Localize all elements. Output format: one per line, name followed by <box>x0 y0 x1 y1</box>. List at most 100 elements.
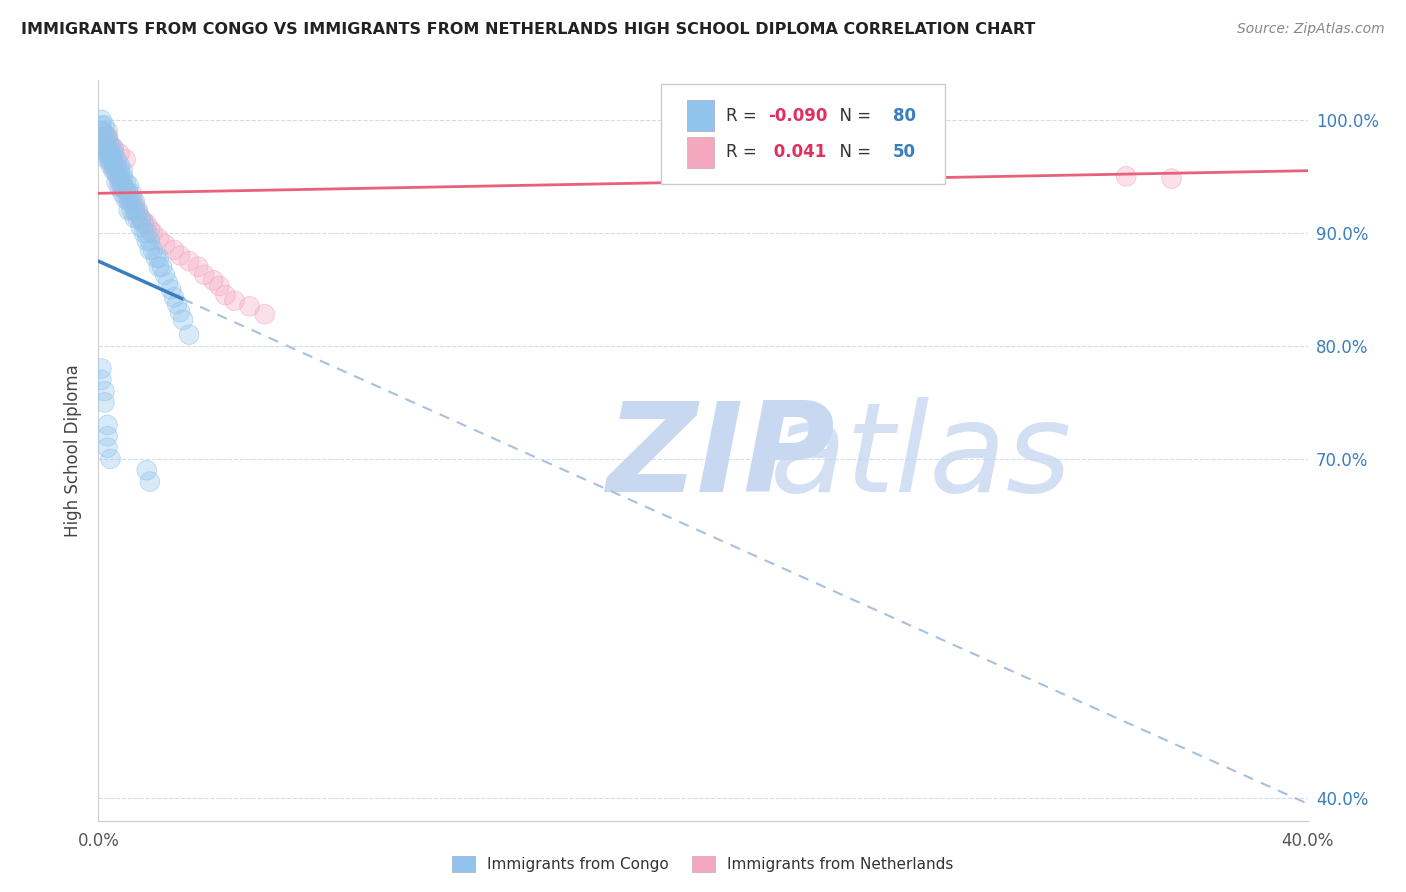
Point <box>153 237 176 252</box>
Text: atlas: atlas <box>769 397 1071 518</box>
Point <box>114 175 136 189</box>
Point <box>96 132 118 146</box>
Point <box>121 186 143 201</box>
Point <box>100 141 122 155</box>
Point <box>96 124 118 138</box>
Point <box>103 158 125 172</box>
Point <box>103 161 125 175</box>
Point <box>114 153 136 167</box>
Point <box>93 384 115 398</box>
Point <box>108 180 131 194</box>
Point <box>96 146 118 161</box>
Point <box>121 192 143 206</box>
Point <box>105 166 128 180</box>
Point <box>139 234 162 248</box>
Point <box>103 158 125 172</box>
Point <box>160 282 183 296</box>
Point <box>93 141 115 155</box>
Point <box>111 175 134 189</box>
Point <box>166 297 188 311</box>
Point <box>105 167 128 181</box>
Point <box>90 129 112 144</box>
Point <box>121 186 143 201</box>
Point <box>114 192 136 206</box>
Legend: Immigrants from Congo, Immigrants from Netherlands: Immigrants from Congo, Immigrants from N… <box>453 856 953 872</box>
Point <box>90 373 112 387</box>
Point <box>90 112 112 127</box>
Point <box>103 141 125 155</box>
Point <box>108 146 131 161</box>
Point <box>124 197 146 211</box>
Point <box>127 205 149 219</box>
Point <box>96 141 118 155</box>
Point <box>103 163 125 178</box>
Point <box>127 211 149 226</box>
Point <box>1160 171 1182 186</box>
Point <box>90 361 112 376</box>
Point <box>148 260 170 274</box>
Point <box>127 205 149 219</box>
Point <box>93 136 115 150</box>
Point <box>93 141 115 155</box>
Point <box>105 175 128 189</box>
Point <box>135 463 157 477</box>
Point <box>96 153 118 167</box>
Point <box>111 169 134 184</box>
Point <box>114 183 136 197</box>
Point <box>103 161 125 175</box>
Point <box>93 119 115 133</box>
Point <box>208 279 231 293</box>
Point <box>93 127 115 141</box>
Point <box>108 163 131 178</box>
Point <box>96 129 118 144</box>
Point <box>108 158 131 172</box>
Point <box>103 146 125 161</box>
Point <box>96 441 118 455</box>
Text: R =: R = <box>725 107 762 125</box>
Point <box>111 186 134 201</box>
Point <box>105 161 128 175</box>
Point <box>127 203 149 218</box>
Point <box>90 119 112 133</box>
Point <box>202 273 225 287</box>
Point <box>129 211 152 226</box>
Text: 80: 80 <box>893 107 915 125</box>
Point <box>121 192 143 206</box>
Point <box>124 203 146 218</box>
Point <box>135 226 157 240</box>
Point <box>129 220 152 235</box>
Point <box>179 327 201 342</box>
Point <box>108 169 131 184</box>
Point <box>96 129 118 144</box>
Point <box>156 276 179 290</box>
Point <box>148 260 170 274</box>
Point <box>118 186 141 201</box>
Point <box>135 217 157 231</box>
Point <box>118 186 141 201</box>
Text: N =: N = <box>828 107 876 125</box>
Point <box>153 237 176 252</box>
Point <box>148 251 170 265</box>
Point <box>108 171 131 186</box>
Point <box>96 153 118 167</box>
Point <box>100 154 122 169</box>
Point <box>132 214 155 228</box>
Point <box>193 268 215 282</box>
Point <box>100 158 122 172</box>
Point <box>93 129 115 144</box>
Point <box>118 203 141 218</box>
Point <box>96 124 118 138</box>
Point <box>93 136 115 150</box>
Point <box>103 154 125 169</box>
Point <box>108 171 131 186</box>
Point <box>121 203 143 218</box>
Point <box>187 260 209 274</box>
Point <box>132 214 155 228</box>
Point <box>118 178 141 193</box>
Point <box>132 217 155 231</box>
Point <box>169 305 191 319</box>
Text: R =: R = <box>725 143 762 161</box>
Point <box>148 231 170 245</box>
Point <box>187 260 209 274</box>
Point <box>111 178 134 193</box>
